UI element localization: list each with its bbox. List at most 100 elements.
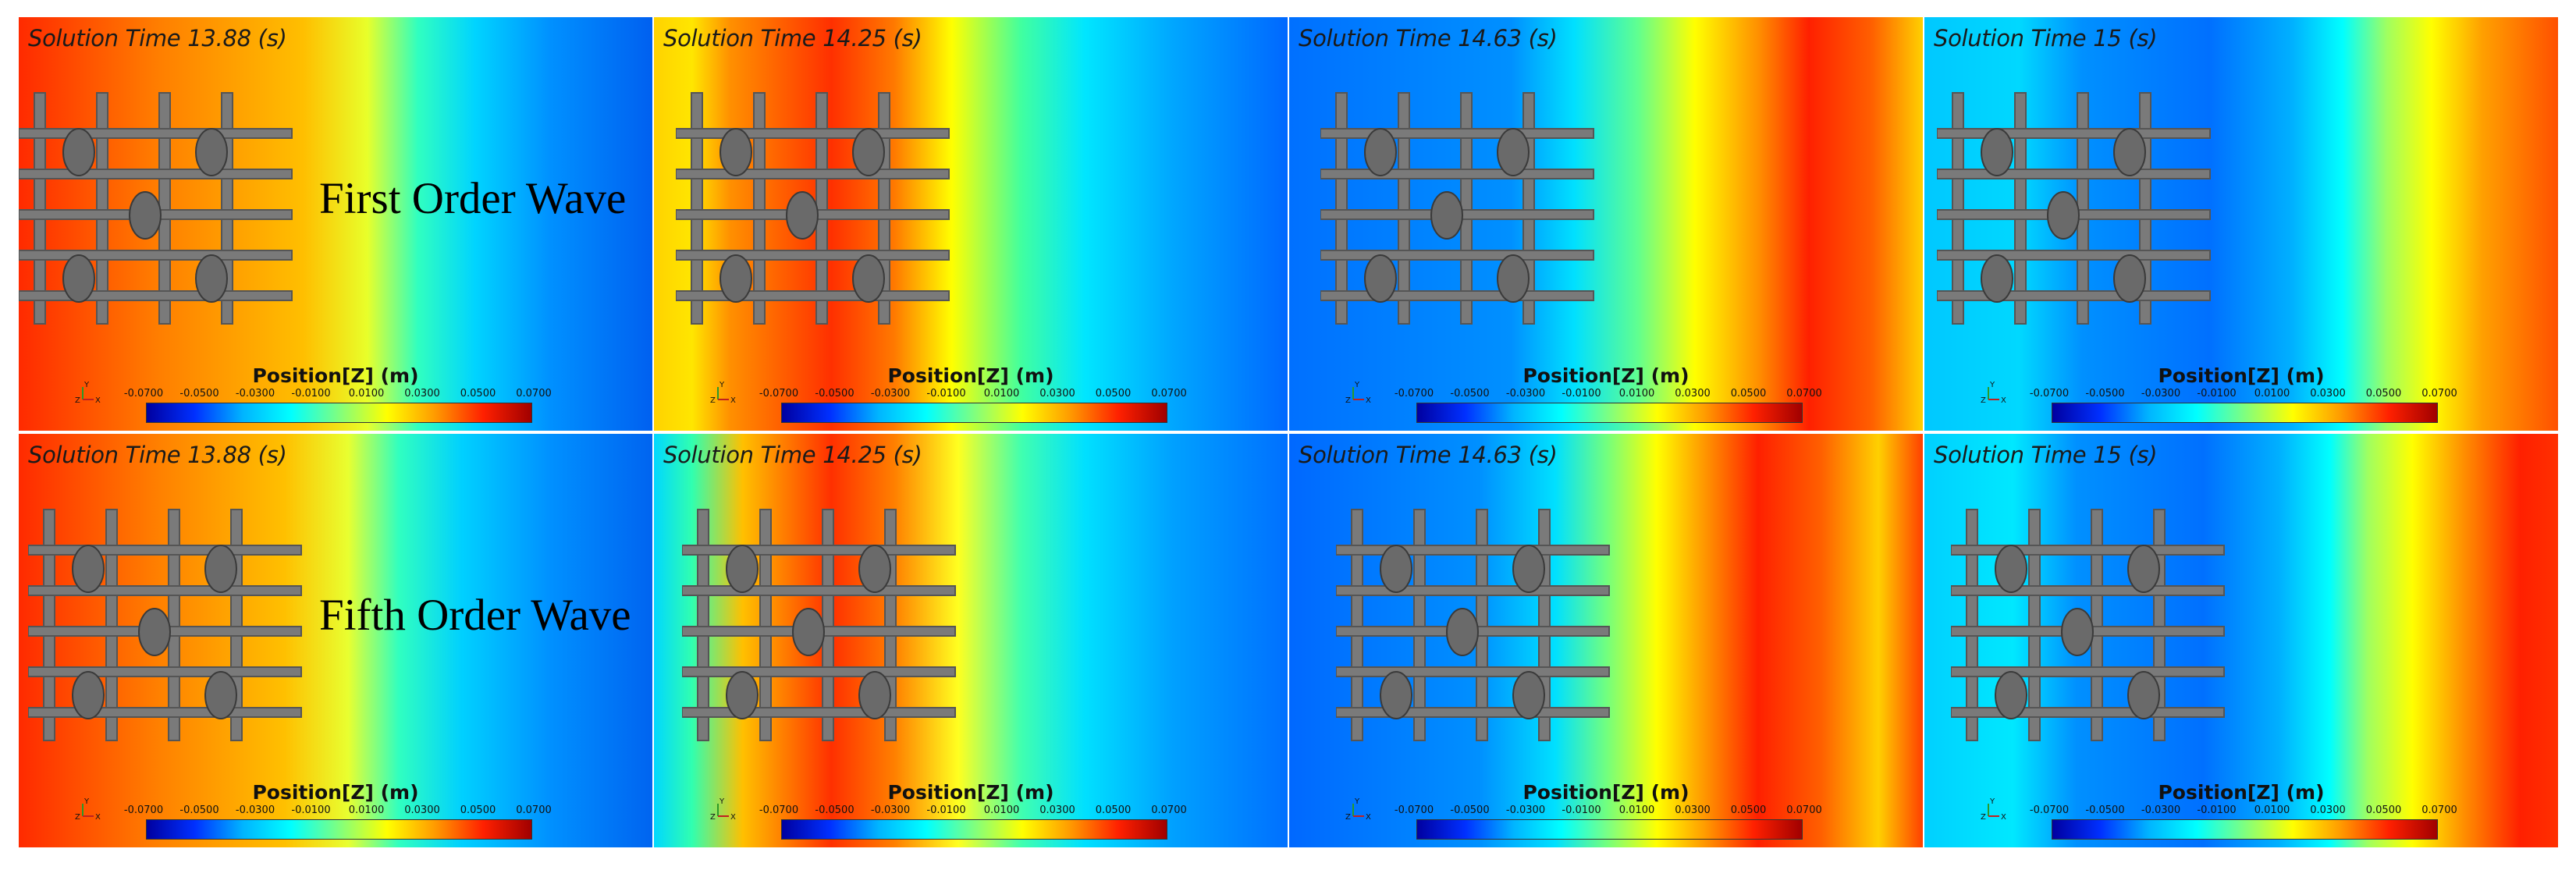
colorbar-tick: -0.0300 [2141,804,2181,816]
floating-structure [19,92,293,325]
wave-field [19,17,652,431]
row-label-fifth-order: Fifth Order Wave [319,591,631,640]
svg-text:X: X [95,813,101,822]
colorbar-tick: 0.0300 [2310,804,2346,816]
colorbar-tick: 0.0500 [1730,388,1767,399]
panel-r1-c4: Solution Time 15 (s) Y Z X Position[Z] (… [1924,17,2558,431]
colorbar-tick: -0.0500 [179,804,219,816]
solution-time-label: Solution Time 14.63 (s) [1299,442,1558,468]
colorbar-tick: -0.0500 [815,804,855,816]
svg-text:Y: Y [1989,381,1995,389]
axis-triad-icon: Y Z X [1345,381,1371,405]
colorbar-tick: 0.0700 [1786,804,1822,816]
colorbar-tick: -0.0300 [870,388,911,399]
solution-time-label: Solution Time 15 (s) [1934,25,2158,51]
colorbar-tick-labels: -0.0700 -0.0500 -0.0300 -0.0100 0.0100 0… [1395,804,1822,819]
floating-structure [682,509,956,741]
colorbar-tick: -0.0500 [179,388,219,399]
colorbar-tick: -0.0100 [2197,804,2237,816]
svg-text:X: X [95,396,101,405]
panel-r1-c3: Solution Time 14.63 (s) Y Z X Position[Z… [1289,17,1923,431]
axis-triad-icon: Y Z X [710,797,736,822]
colorbar [2052,403,2438,423]
colorbar-tick: -0.0100 [926,388,966,399]
svg-text:Z: Z [75,396,80,405]
colorbar-tick: -0.0700 [1394,388,1434,399]
panel-r2-c4: Solution Time 15 (s) Y Z X Position[Z] (… [1924,434,2558,847]
colorbar-tick: -0.0300 [1505,804,1546,816]
colorbar-tick: 0.0500 [2365,388,2402,399]
colorbar-tick: -0.0500 [2085,388,2125,399]
svg-text:Y: Y [719,797,725,806]
floating-structure [1336,509,1610,741]
svg-text:Z: Z [710,813,716,822]
floating-structure [28,509,302,741]
colorbar-tick: 0.0700 [2421,388,2457,399]
colorbar-tick: 0.0500 [1095,388,1132,399]
colorbar-tick: -0.0700 [123,388,164,399]
colorbar-tick: -0.0100 [2197,388,2237,399]
solution-time-label: Solution Time 14.25 (s) [663,442,922,468]
svg-text:Z: Z [75,813,80,822]
floating-structure [676,92,950,325]
colorbar-tick: 0.0500 [2365,804,2402,816]
panel-r1-c1: First Order Wave Solution Time 13.88 (s)… [19,17,652,431]
colorbar-tick: 0.0700 [1151,804,1187,816]
colorbar-tick-labels: -0.0700 -0.0500 -0.0300 -0.0100 0.0100 0… [1395,388,1822,402]
svg-text:Z: Z [1981,396,1986,405]
colorbar-tick: 0.0300 [1675,388,1711,399]
colorbar [2052,819,2438,840]
panel-r2-c3: Solution Time 14.63 (s) Y Z X Position[Z… [1289,434,1923,847]
colorbar-tick: 0.0100 [1618,804,1655,816]
svg-text:Y: Y [1989,797,1995,806]
wave-field [1289,434,1923,847]
svg-text:X: X [2001,813,2006,822]
colorbar-tick-labels: -0.0700 -0.0500 -0.0300 -0.0100 0.0100 0… [2030,804,2457,819]
solution-time-label: Solution Time 15 (s) [1934,442,2158,468]
svg-text:Z: Z [1345,396,1351,405]
colorbar-tick: 0.0700 [516,804,552,816]
colorbar-tick: 0.0700 [1786,388,1822,399]
solution-time-label: Solution Time 14.63 (s) [1299,25,1558,51]
colorbar-tick: -0.0500 [815,388,855,399]
svg-text:X: X [1366,813,1371,822]
colorbar-tick: 0.0300 [1039,388,1075,399]
colorbar-tick: 0.0700 [2421,804,2457,816]
colorbar-tick: -0.0300 [235,388,275,399]
axis-triad-icon: Y Z X [1981,381,2006,405]
colorbar-tick-labels: -0.0700 -0.0500 -0.0300 -0.0100 0.0100 0… [759,388,1187,402]
colorbar-tick: 0.0300 [1039,804,1075,816]
solution-time-label: Solution Time 13.88 (s) [28,442,287,468]
legend-title: Position[Z] (m) [1523,781,1690,804]
colorbar-tick: 0.0100 [1618,388,1655,399]
svg-text:X: X [2001,396,2006,405]
colorbar-tick-labels: -0.0700 -0.0500 -0.0300 -0.0100 0.0100 0… [124,804,552,819]
colorbar-tick: 0.0500 [460,388,496,399]
colorbar-tick: 0.0100 [983,804,1020,816]
colorbar-tick: -0.0100 [291,388,331,399]
row-label-first-order: First Order Wave [319,174,627,223]
colorbar-tick: -0.0700 [2029,388,2070,399]
wave-field [19,434,652,847]
solution-time-label: Solution Time 13.88 (s) [28,25,287,51]
svg-text:Z: Z [1981,813,1986,822]
colorbar-tick: -0.0700 [1394,804,1434,816]
colorbar-tick: 0.0700 [1151,388,1187,399]
panel-r1-c2: Solution Time 14.25 (s) Y Z X Position[Z… [654,17,1288,431]
svg-text:Y: Y [83,381,90,389]
solution-time-label: Solution Time 14.25 (s) [663,25,922,51]
axis-triad-icon: Y Z X [75,797,101,822]
colorbar-tick-labels: -0.0700 -0.0500 -0.0300 -0.0100 0.0100 0… [759,804,1187,819]
floating-structure [1320,92,1594,325]
colorbar-tick: 0.0300 [1675,804,1711,816]
wave-field [1289,17,1923,431]
svg-text:Y: Y [83,797,90,806]
colorbar-tick: -0.0500 [1450,804,1490,816]
svg-text:Z: Z [710,396,716,405]
colorbar-tick: 0.0100 [2254,388,2290,399]
colorbar-tick: 0.0100 [348,804,385,816]
colorbar-tick-labels: -0.0700 -0.0500 -0.0300 -0.0100 0.0100 0… [124,388,552,402]
axis-triad-icon: Y Z X [75,381,101,405]
colorbar-tick-labels: -0.0700 -0.0500 -0.0300 -0.0100 0.0100 0… [2030,388,2457,402]
